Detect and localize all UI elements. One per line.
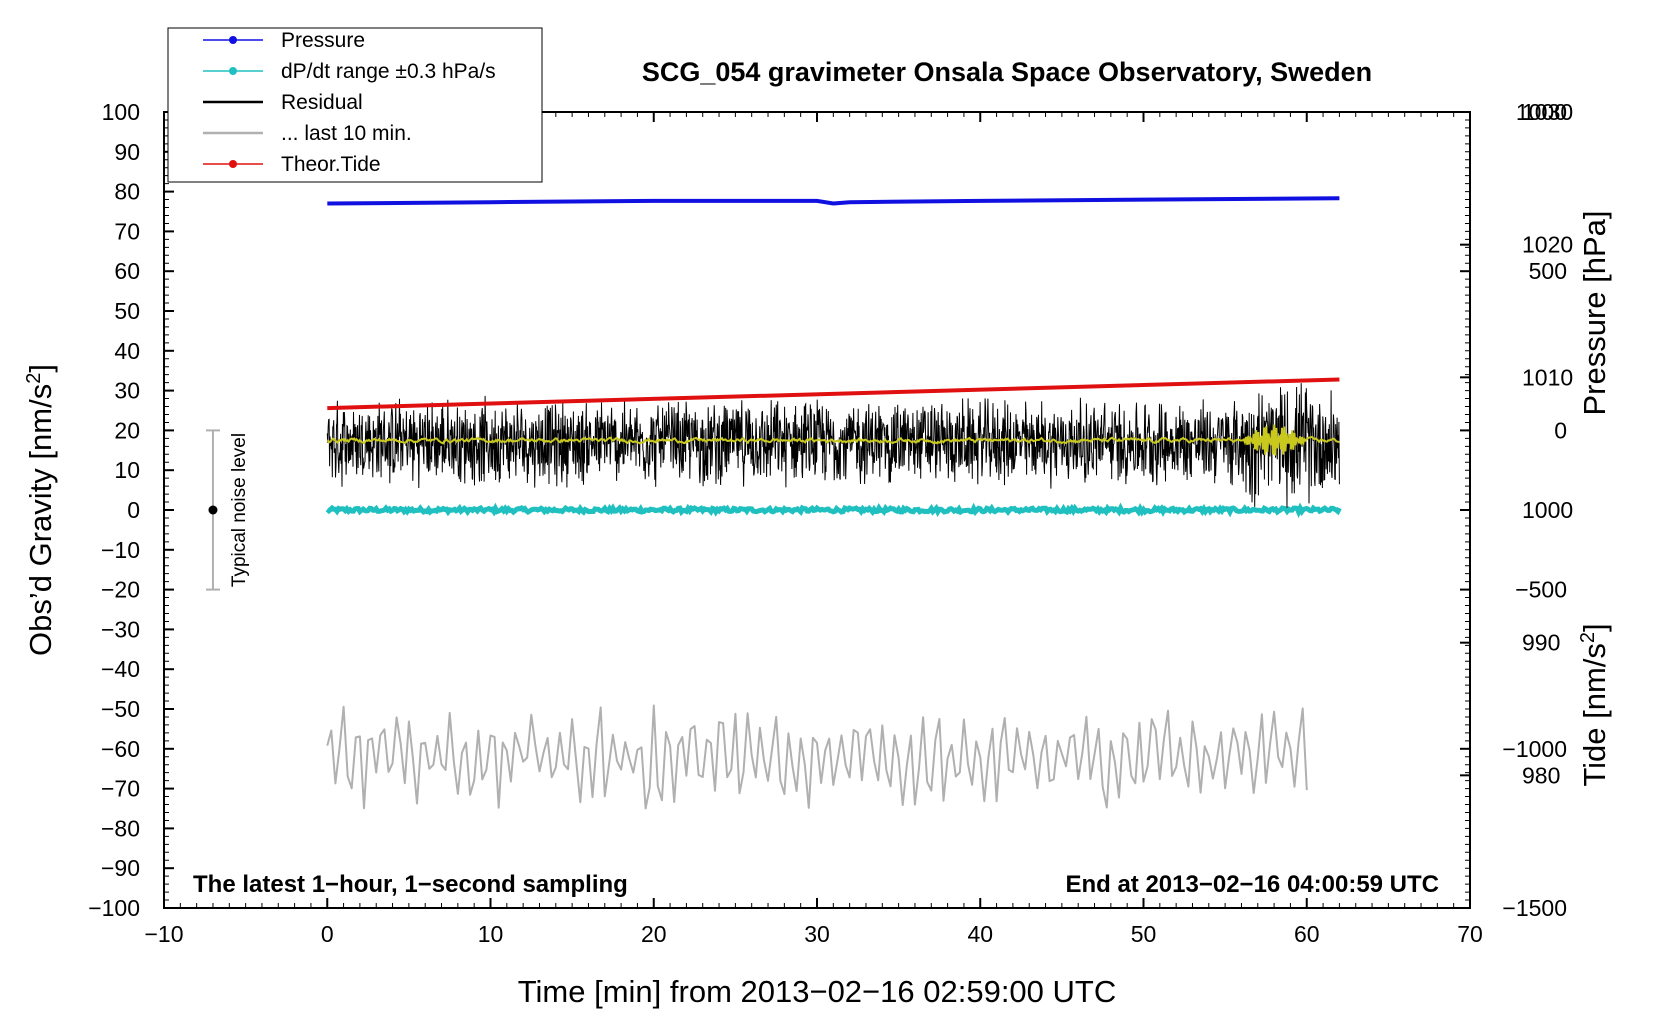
y-tick-label: −100 [88, 895, 140, 921]
legend-pressure-marker [229, 36, 237, 44]
x-tick-label: 40 [967, 921, 993, 947]
series-pressure [327, 196, 1340, 206]
pressure-tick-label: 980 [1522, 762, 1560, 788]
legend-last-10-min-label: ... last 10 min. [281, 122, 412, 145]
y-tick-label: 40 [114, 338, 140, 364]
legend: Pressure dP/dt range ±0.3 hPa/s Residual..… [167, 27, 543, 183]
legend-pressure-label: Pressure [281, 29, 365, 52]
x-tick-label: 60 [1294, 921, 1320, 947]
y-tick-label: 100 [102, 99, 140, 125]
pressure-tick-label: 1010 [1522, 364, 1573, 390]
x-tick-label: 20 [641, 921, 667, 947]
pressure-tick-label: 1000 [1522, 497, 1573, 523]
annotation-end-time: End at 2013−02−16 04:00:59 UTC [1065, 871, 1439, 898]
y-tick-label: −10 [101, 537, 140, 563]
series-theor-tide [327, 377, 1340, 411]
legend-dp-dt-range-0-3-hpa-s-marker [229, 67, 237, 75]
tide-tick-label: −1500 [1502, 895, 1567, 921]
tide-tick-label: 1000 [1516, 99, 1567, 125]
y-tick-label: −20 [101, 577, 140, 603]
pressure-tick-label: 990 [1522, 630, 1560, 656]
x-tick-label: 50 [1131, 921, 1157, 947]
y-tick-label: −30 [101, 616, 140, 642]
y-tick-label: 70 [114, 218, 140, 244]
tide-tick-label: 500 [1529, 258, 1567, 284]
pressure-tick-label: 1020 [1522, 232, 1573, 258]
chart-title: SCG_054 gravimeter Onsala Space Observat… [642, 57, 1372, 87]
legend-theor-tide-marker [229, 160, 237, 168]
y-tick-label: 90 [114, 139, 140, 165]
noise-level-label: Typical noise level [229, 433, 250, 587]
y-tick-label: −40 [101, 656, 140, 682]
legend-theor-tide-label: Theor.Tide [281, 153, 381, 176]
y-tick-label: 20 [114, 417, 140, 443]
y-tick-label: −70 [101, 776, 140, 802]
y-axis-ticks: 1009080706050403020100−10−20−30−40−50−60… [88, 99, 174, 921]
series-residual-smoothed [326, 424, 1340, 456]
tide-tick-label: −1000 [1502, 736, 1567, 762]
y-tick-label: 50 [114, 298, 140, 324]
tide-axis-ticks: 1000 500 0 −500 −1000 −1500 [1460, 99, 1567, 921]
y-axis-title-tide: Tide [nm/s2] [1577, 623, 1612, 786]
x-tick-label: 0 [321, 921, 334, 947]
x-axis-title: Time [min] from 2013−02−16 02:59:00 UTC [518, 974, 1117, 1009]
series-dp-dt-range-0-3-hpa-s [325, 502, 1342, 519]
y-tick-label: 60 [114, 258, 140, 284]
y-tick-label: 10 [114, 457, 140, 483]
legend-dp-dt-range-0-3-hpa-s-label: dP/dt range ±0.3 hPa/s [281, 60, 496, 83]
y-tick-label: 30 [114, 378, 140, 404]
x-axis-ticks: −10 0 10 20 30 40 50 60 70 [144, 112, 1483, 947]
pressure-tick-label: 1030 [1522, 99, 1573, 125]
series-layer [325, 196, 1342, 810]
annotation-sampling: The latest 1−hour, 1−second sampling [193, 871, 628, 898]
x-tick-label: 10 [478, 921, 504, 947]
series-last-10-min [326, 704, 1308, 810]
legend-residual-label: Residual [281, 91, 363, 114]
y-tick-label: −90 [101, 855, 140, 881]
x-tick-label: 30 [804, 921, 830, 947]
y-tick-label: 80 [114, 179, 140, 205]
y-tick-label: −50 [101, 696, 140, 722]
pressure-axis-ticks: 1030 1020 1010 1000 990 980 [1460, 99, 1573, 788]
x-tick-label: −10 [144, 921, 183, 947]
legend-box [167, 27, 543, 183]
y-axis-title-left: Obs’d Gravity [nm/s2] [23, 364, 58, 656]
tide-tick-label: −500 [1515, 577, 1567, 603]
noise-center-dot [208, 505, 218, 515]
y-axis-title-pressure: Pressure [hPa] [1577, 210, 1612, 415]
series-residual [326, 383, 1340, 508]
tide-tick-label: 0 [1554, 417, 1567, 443]
noise-level-indicator: Typical noise level [205, 429, 250, 591]
y-tick-label: 0 [127, 497, 140, 523]
y-tick-label: −60 [101, 736, 140, 762]
x-tick-label: 70 [1457, 921, 1483, 947]
y-tick-label: −80 [101, 815, 140, 841]
